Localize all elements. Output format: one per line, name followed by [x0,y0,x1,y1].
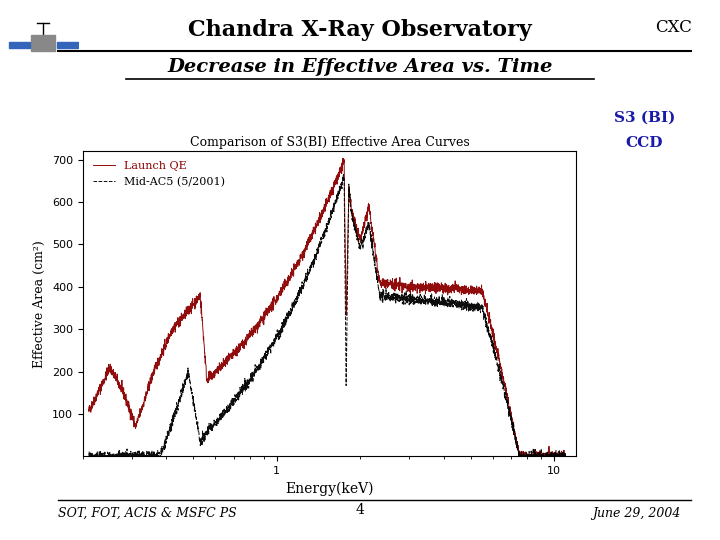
Text: CXC: CXC [654,19,692,36]
Bar [57,42,78,48]
Line: Launch QE: Launch QE [89,158,565,456]
Line: Mid-AC5 (5/2001): Mid-AC5 (5/2001) [89,174,565,456]
Text: SOT, FOT, ACIS & MSFC PS: SOT, FOT, ACIS & MSFC PS [58,507,236,519]
Launch QE [338,155,347,161]
Launch QE [267,306,276,312]
Text: S3 (BI): S3 (BI) [613,111,675,125]
Bar [9,42,30,48]
Launch QE [84,407,93,413]
Launch QE [561,453,570,460]
Text: 4: 4 [356,503,364,517]
Y-axis label: Effective Area (cm²): Effective Area (cm²) [33,240,46,368]
Mid-AC5 (5/2001) [167,420,176,427]
Mid-AC5 (5/2001) [139,453,148,460]
Launch QE [500,382,509,388]
Launch QE [139,401,148,407]
Mid-AC5 (5/2001) [339,171,348,178]
Text: CCD: CCD [626,136,663,150]
Bar [31,35,55,51]
Launch QE [167,332,176,339]
Text: June 29, 2004: June 29, 2004 [592,507,680,519]
Mid-AC5 (5/2001) [267,343,276,349]
Mid-AC5 (5/2001) [552,451,561,457]
Text: Chandra X-Ray Observatory: Chandra X-Ray Observatory [188,19,532,41]
Mid-AC5 (5/2001) [561,453,570,460]
Mid-AC5 (5/2001) [288,299,297,306]
Launch QE [515,453,523,460]
Launch QE [552,451,561,458]
Title: Comparison of S3(BI) Effective Area Curves: Comparison of S3(BI) Effective Area Curv… [189,136,469,148]
Launch QE [288,269,297,276]
Mid-AC5 (5/2001) [84,453,93,460]
Legend: Launch QE, Mid-AC5 (5/2001): Launch QE, Mid-AC5 (5/2001) [89,157,230,192]
Text: Decrease in Effective Area vs. Time: Decrease in Effective Area vs. Time [167,58,553,76]
Mid-AC5 (5/2001) [500,389,509,396]
X-axis label: Energy(keV): Energy(keV) [285,482,374,496]
